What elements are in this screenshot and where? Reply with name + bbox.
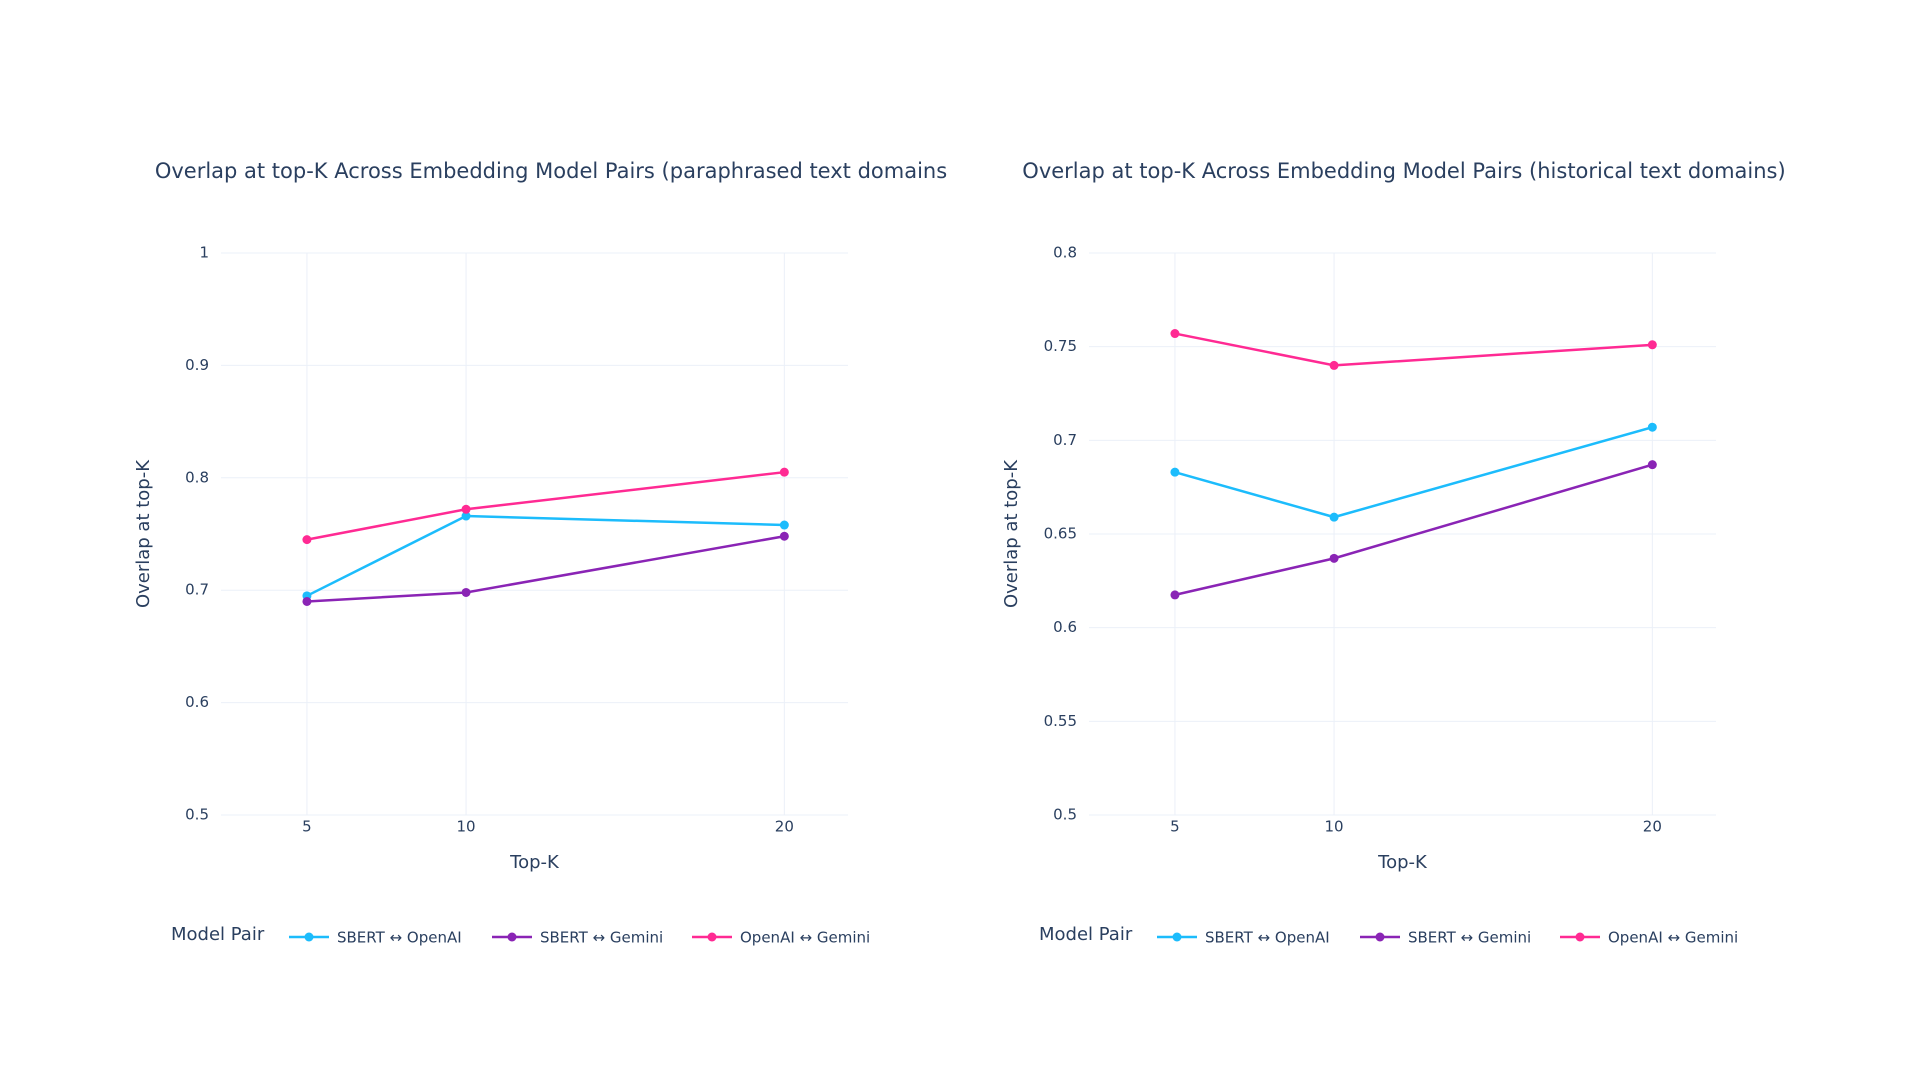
y-tick-label: 0.55 <box>1044 712 1077 730</box>
point <box>1329 360 1339 370</box>
y-tick-label: 0.75 <box>1044 337 1077 355</box>
y-tick-label: 0.7 <box>1053 431 1077 449</box>
legend-label: SBERT ↔ OpenAI <box>1205 929 1330 947</box>
point <box>302 535 312 545</box>
point <box>1647 340 1657 350</box>
legend-marker <box>707 932 717 942</box>
point <box>779 531 789 541</box>
legend-label: SBERT ↔ OpenAI <box>337 929 462 947</box>
x-tick-label: 20 <box>1643 818 1662 836</box>
legend-title: Model Pair <box>1039 924 1133 945</box>
point <box>779 467 789 477</box>
legend-label: SBERT ↔ Gemini <box>1408 929 1531 947</box>
legend-marker <box>1172 932 1182 942</box>
line <box>306 470 785 541</box>
x-axis-title: Top-K <box>1377 852 1428 873</box>
point <box>1170 590 1180 600</box>
y-axis-title: Overlap at top-K <box>1001 459 1022 608</box>
legend-marker <box>1575 932 1585 942</box>
y-tick-label: 0.8 <box>185 468 209 486</box>
point <box>1170 329 1180 339</box>
line <box>306 514 785 597</box>
y-tick-label: 0.5 <box>1053 806 1077 824</box>
point <box>461 504 471 514</box>
y-tick-label: 0.5 <box>185 806 209 824</box>
y-tick-label: 1 <box>199 244 209 262</box>
x-tick-label: 5 <box>1170 818 1180 836</box>
y-tick-label: 0.8 <box>1053 244 1077 262</box>
point <box>1647 460 1657 470</box>
y-tick-label: 0.65 <box>1044 525 1077 543</box>
legend-label: SBERT ↔ Gemini <box>540 929 663 947</box>
y-tick-label: 0.6 <box>185 693 209 711</box>
point <box>1329 553 1339 563</box>
y-tick-label: 0.9 <box>185 356 209 374</box>
point <box>1647 422 1657 432</box>
x-tick-label: 5 <box>302 818 312 836</box>
legend-marker <box>1375 932 1385 942</box>
line <box>1174 463 1653 597</box>
x-axis-title: Top-K <box>509 852 560 873</box>
point <box>779 520 789 530</box>
point <box>461 511 471 521</box>
point <box>461 587 471 597</box>
legend-title: Model Pair <box>171 924 265 945</box>
x-tick-label: 10 <box>1325 818 1344 836</box>
x-tick-label: 10 <box>457 818 476 836</box>
legend-label: OpenAI ↔ Gemini <box>740 929 870 947</box>
chart-title: Overlap at top-K Across Embedding Model … <box>155 159 947 183</box>
line <box>306 535 785 603</box>
legend-label: OpenAI ↔ Gemini <box>1608 929 1738 947</box>
legend-marker <box>304 932 314 942</box>
legend-marker <box>507 932 517 942</box>
chart-title: Overlap at top-K Across Embedding Model … <box>1022 159 1785 183</box>
line <box>1174 332 1653 367</box>
point <box>1170 467 1180 477</box>
point <box>302 596 312 606</box>
x-tick-label: 20 <box>775 818 794 836</box>
y-axis-title: Overlap at top-K <box>133 459 154 608</box>
y-tick-label: 0.7 <box>185 581 209 599</box>
y-tick-label: 0.6 <box>1053 618 1077 636</box>
point <box>1329 512 1339 522</box>
